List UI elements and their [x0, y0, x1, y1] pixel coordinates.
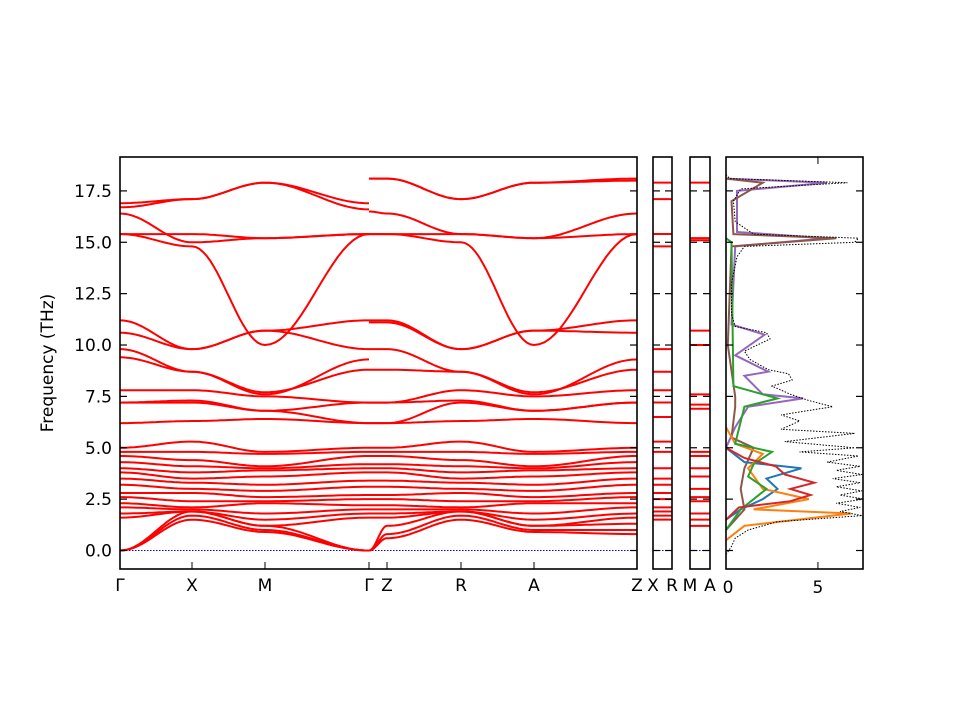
- phonon-band-line: [120, 455, 369, 468]
- phonon-band-line: [369, 368, 638, 394]
- phonon-band-line: [369, 492, 637, 499]
- axes-frame: [652, 156, 673, 570]
- kpoint-label: R: [455, 576, 467, 596]
- phonon-band-line: [120, 467, 369, 474]
- phonon-band-line: [120, 389, 370, 404]
- phonon-band-line: [369, 506, 637, 515]
- phonon-band-line: [119, 461, 369, 470]
- phonon-band-line: [120, 496, 369, 503]
- clip-mask: [864, 150, 894, 580]
- phonon-band-line: [119, 502, 369, 509]
- axes-frame: [119, 156, 638, 570]
- y-axis-label: Frequency (THz): [38, 294, 58, 433]
- phonon-band-line: [119, 399, 369, 412]
- y-tick-label: 15.0: [74, 233, 112, 253]
- kpoint-label: M: [258, 576, 273, 596]
- phonon-band-line: [369, 177, 637, 201]
- phonon-band-line: [369, 461, 638, 470]
- kpoint-label: M: [683, 576, 698, 596]
- phonon-band-line: [369, 450, 637, 455]
- phonon-band-line: [119, 440, 369, 453]
- dos-partial-red: [725, 446, 819, 521]
- phonon-band-line: [119, 329, 370, 351]
- phonon-band-line: [120, 483, 369, 492]
- phonon-band-line: [368, 518, 637, 552]
- phonon-band-line: [369, 477, 637, 486]
- kpoint-label: A: [528, 576, 540, 596]
- phonon-band-line: [120, 510, 370, 521]
- phonon-band-line: [120, 506, 369, 515]
- phonon-band-line: [369, 496, 637, 503]
- phonon-band-line: [369, 348, 638, 396]
- phonon-band-line: [120, 233, 369, 240]
- kpoint-label: X: [186, 576, 198, 596]
- phonon-band-line: [119, 510, 370, 552]
- phonon-band-line: [120, 477, 370, 486]
- kpoint-label: X: [647, 576, 659, 596]
- axes-frame: [689, 156, 711, 570]
- phonon-band-line: [120, 450, 369, 455]
- phonon-band-line: [369, 389, 638, 404]
- phonon-band-line: [120, 181, 370, 209]
- phonon-band-line: [369, 455, 637, 468]
- y-tick-label: 2.5: [85, 490, 112, 510]
- dos-partial-orange: [725, 426, 852, 541]
- dos-partial-brown: [725, 177, 837, 531]
- phonon-band-line: [369, 319, 637, 351]
- phonon-band-line: [369, 483, 637, 492]
- kpoint-label: Γ: [364, 576, 374, 596]
- kpoint-label: Γ: [115, 576, 125, 596]
- dos-partial-purple: [725, 177, 828, 449]
- y-tick-label: 7.5: [85, 387, 112, 407]
- y-tick-label: 5.0: [85, 439, 112, 459]
- y-tick-label: 17.5: [74, 182, 112, 202]
- y-tick-label: 0.0: [85, 542, 112, 562]
- phonon-band-line: [120, 418, 369, 425]
- phonon-band-line: [368, 514, 637, 552]
- kpoint-label: Z: [631, 576, 643, 596]
- phonon-band-line: [369, 321, 637, 351]
- dos-partial-green: [725, 237, 782, 531]
- phonon-band-line: [120, 401, 370, 425]
- phonon-band-line: [119, 356, 370, 394]
- dos-total-line: [725, 174, 864, 555]
- phonon-band-line: [120, 233, 370, 347]
- axes-frame: [725, 156, 864, 570]
- phonon-band-line: [369, 440, 637, 453]
- kpoint-label: Z: [381, 576, 393, 596]
- dos-x-tick-label: 5: [813, 578, 824, 598]
- kpoint-label: A: [704, 576, 716, 596]
- phonon-band-line: [119, 471, 369, 480]
- phonon-band-line: [119, 514, 370, 552]
- phonon-band-line: [369, 471, 637, 480]
- kpoint-label: R: [666, 576, 678, 596]
- phonon-band-line: [120, 492, 369, 499]
- phonon-band-line: [119, 518, 370, 552]
- phonon-band-line: [369, 502, 637, 509]
- phonon-band-line: [368, 510, 637, 552]
- phonon-band-line: [369, 467, 637, 474]
- dos-x-tick-label: 0: [723, 578, 734, 598]
- phonon-band-line: [369, 418, 637, 425]
- y-tick-label: 10.0: [74, 336, 112, 356]
- y-tick-label: 12.5: [74, 285, 112, 305]
- phonon-band-line: [369, 233, 638, 347]
